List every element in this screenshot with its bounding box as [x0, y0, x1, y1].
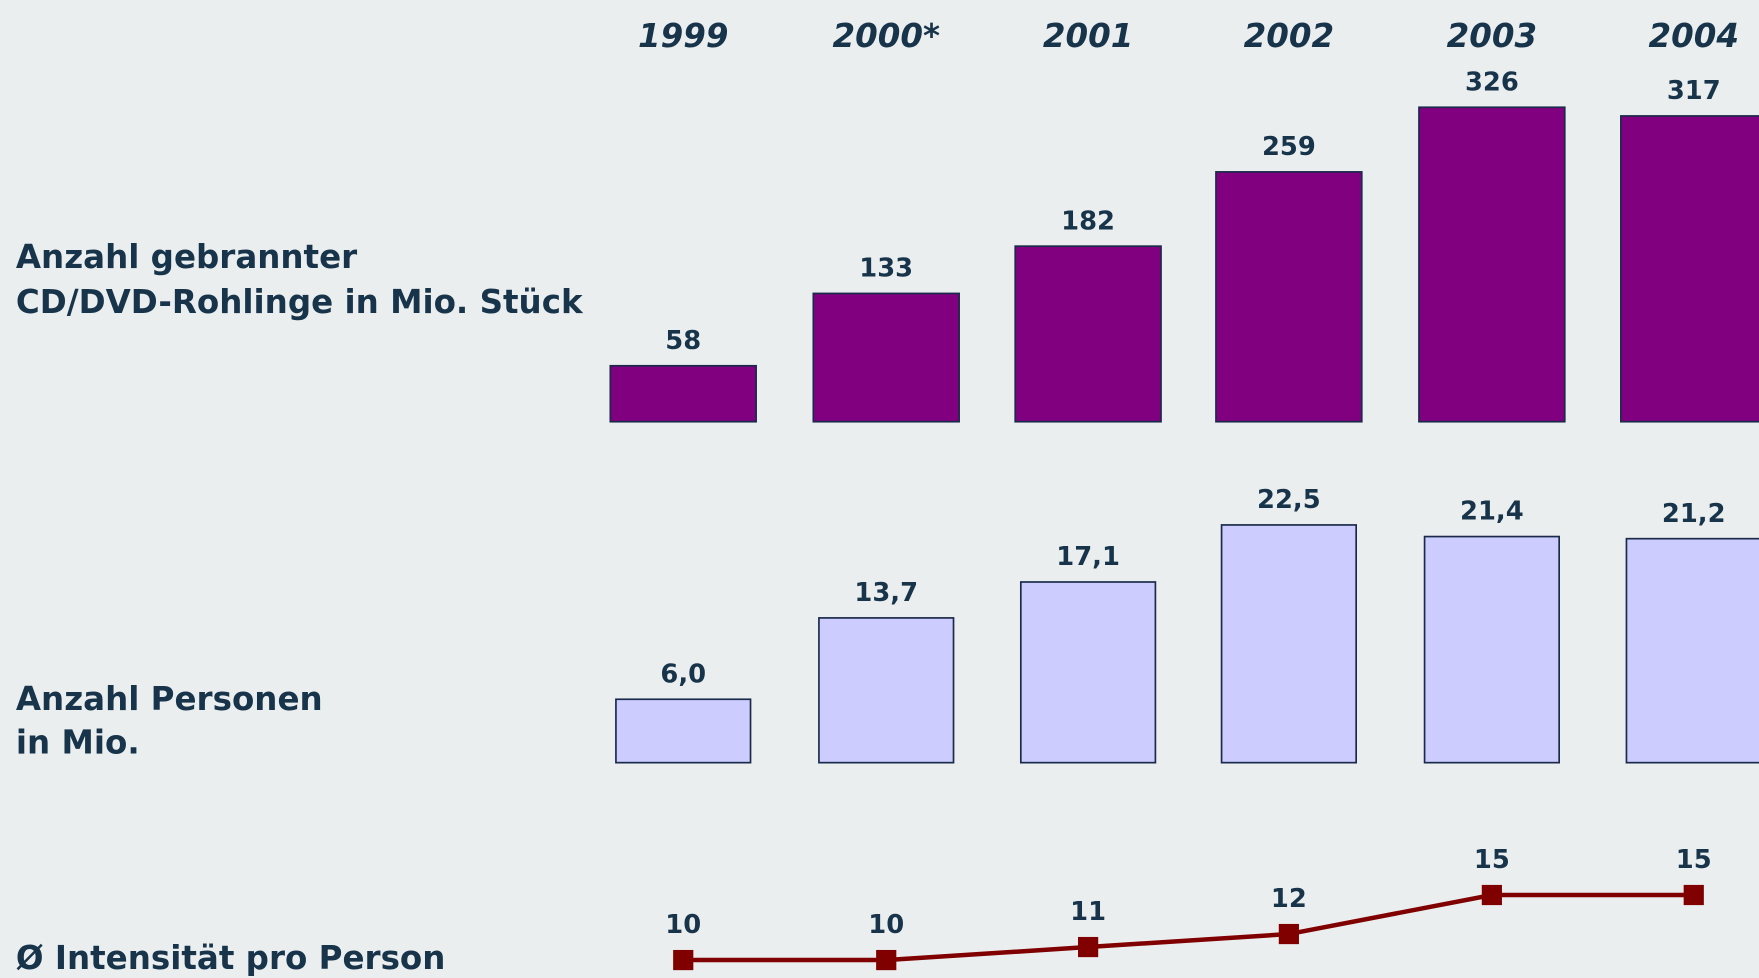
bar	[818, 617, 955, 764]
data-label: 21,2	[1662, 499, 1726, 529]
x-tick-label: 2000*	[832, 17, 940, 55]
data-label: 12	[1271, 884, 1307, 914]
data-label: 133	[859, 254, 913, 284]
data-label: 17,1	[1056, 542, 1120, 572]
x-tick-label: 1999	[638, 17, 729, 55]
data-label: 6,0	[660, 659, 706, 689]
data-label: 11	[1070, 897, 1106, 927]
x-tick-label: 2004	[1649, 17, 1740, 55]
data-label: 10	[868, 910, 904, 940]
data-label: 317	[1667, 76, 1721, 106]
x-tick-label: 2003	[1447, 17, 1538, 55]
x-tick-label: 2001	[1043, 17, 1134, 55]
bar	[1625, 537, 1759, 764]
line	[683, 892, 1694, 963]
bar	[1019, 581, 1157, 764]
data-label: 15	[1676, 845, 1712, 875]
bar	[1423, 535, 1561, 764]
bar	[1418, 106, 1566, 423]
bar	[1014, 245, 1162, 423]
bar	[609, 364, 757, 423]
bar	[1215, 171, 1363, 423]
data-label: 13,7	[854, 578, 918, 608]
bar	[615, 698, 752, 764]
series-label: Anzahl Personen	[16, 680, 323, 718]
series-label: CD/DVD-Rohlinge in Mio. Stück	[16, 283, 584, 321]
data-label: 15	[1474, 845, 1510, 875]
data-label: 182	[1061, 206, 1115, 236]
data-label: 58	[665, 326, 701, 356]
bar	[1620, 115, 1759, 423]
series-label: Anzahl gebrannter	[16, 238, 357, 276]
series-label: Ø Intensität pro Person	[16, 939, 446, 977]
bar	[1220, 524, 1358, 764]
data-label: 326	[1465, 67, 1519, 97]
data-label: 259	[1262, 132, 1316, 162]
bar	[812, 292, 960, 423]
data-label: 21,4	[1460, 497, 1524, 527]
data-label: 22,5	[1257, 485, 1321, 515]
marker	[1278, 923, 1299, 945]
x-tick-label: 2002	[1244, 17, 1335, 55]
data-label: 10	[665, 910, 701, 940]
series-label: in Mio.	[16, 724, 140, 762]
marker	[876, 949, 897, 971]
marker	[1683, 884, 1704, 906]
marker	[1078, 936, 1099, 958]
marker	[1481, 884, 1502, 906]
marker	[673, 949, 694, 971]
